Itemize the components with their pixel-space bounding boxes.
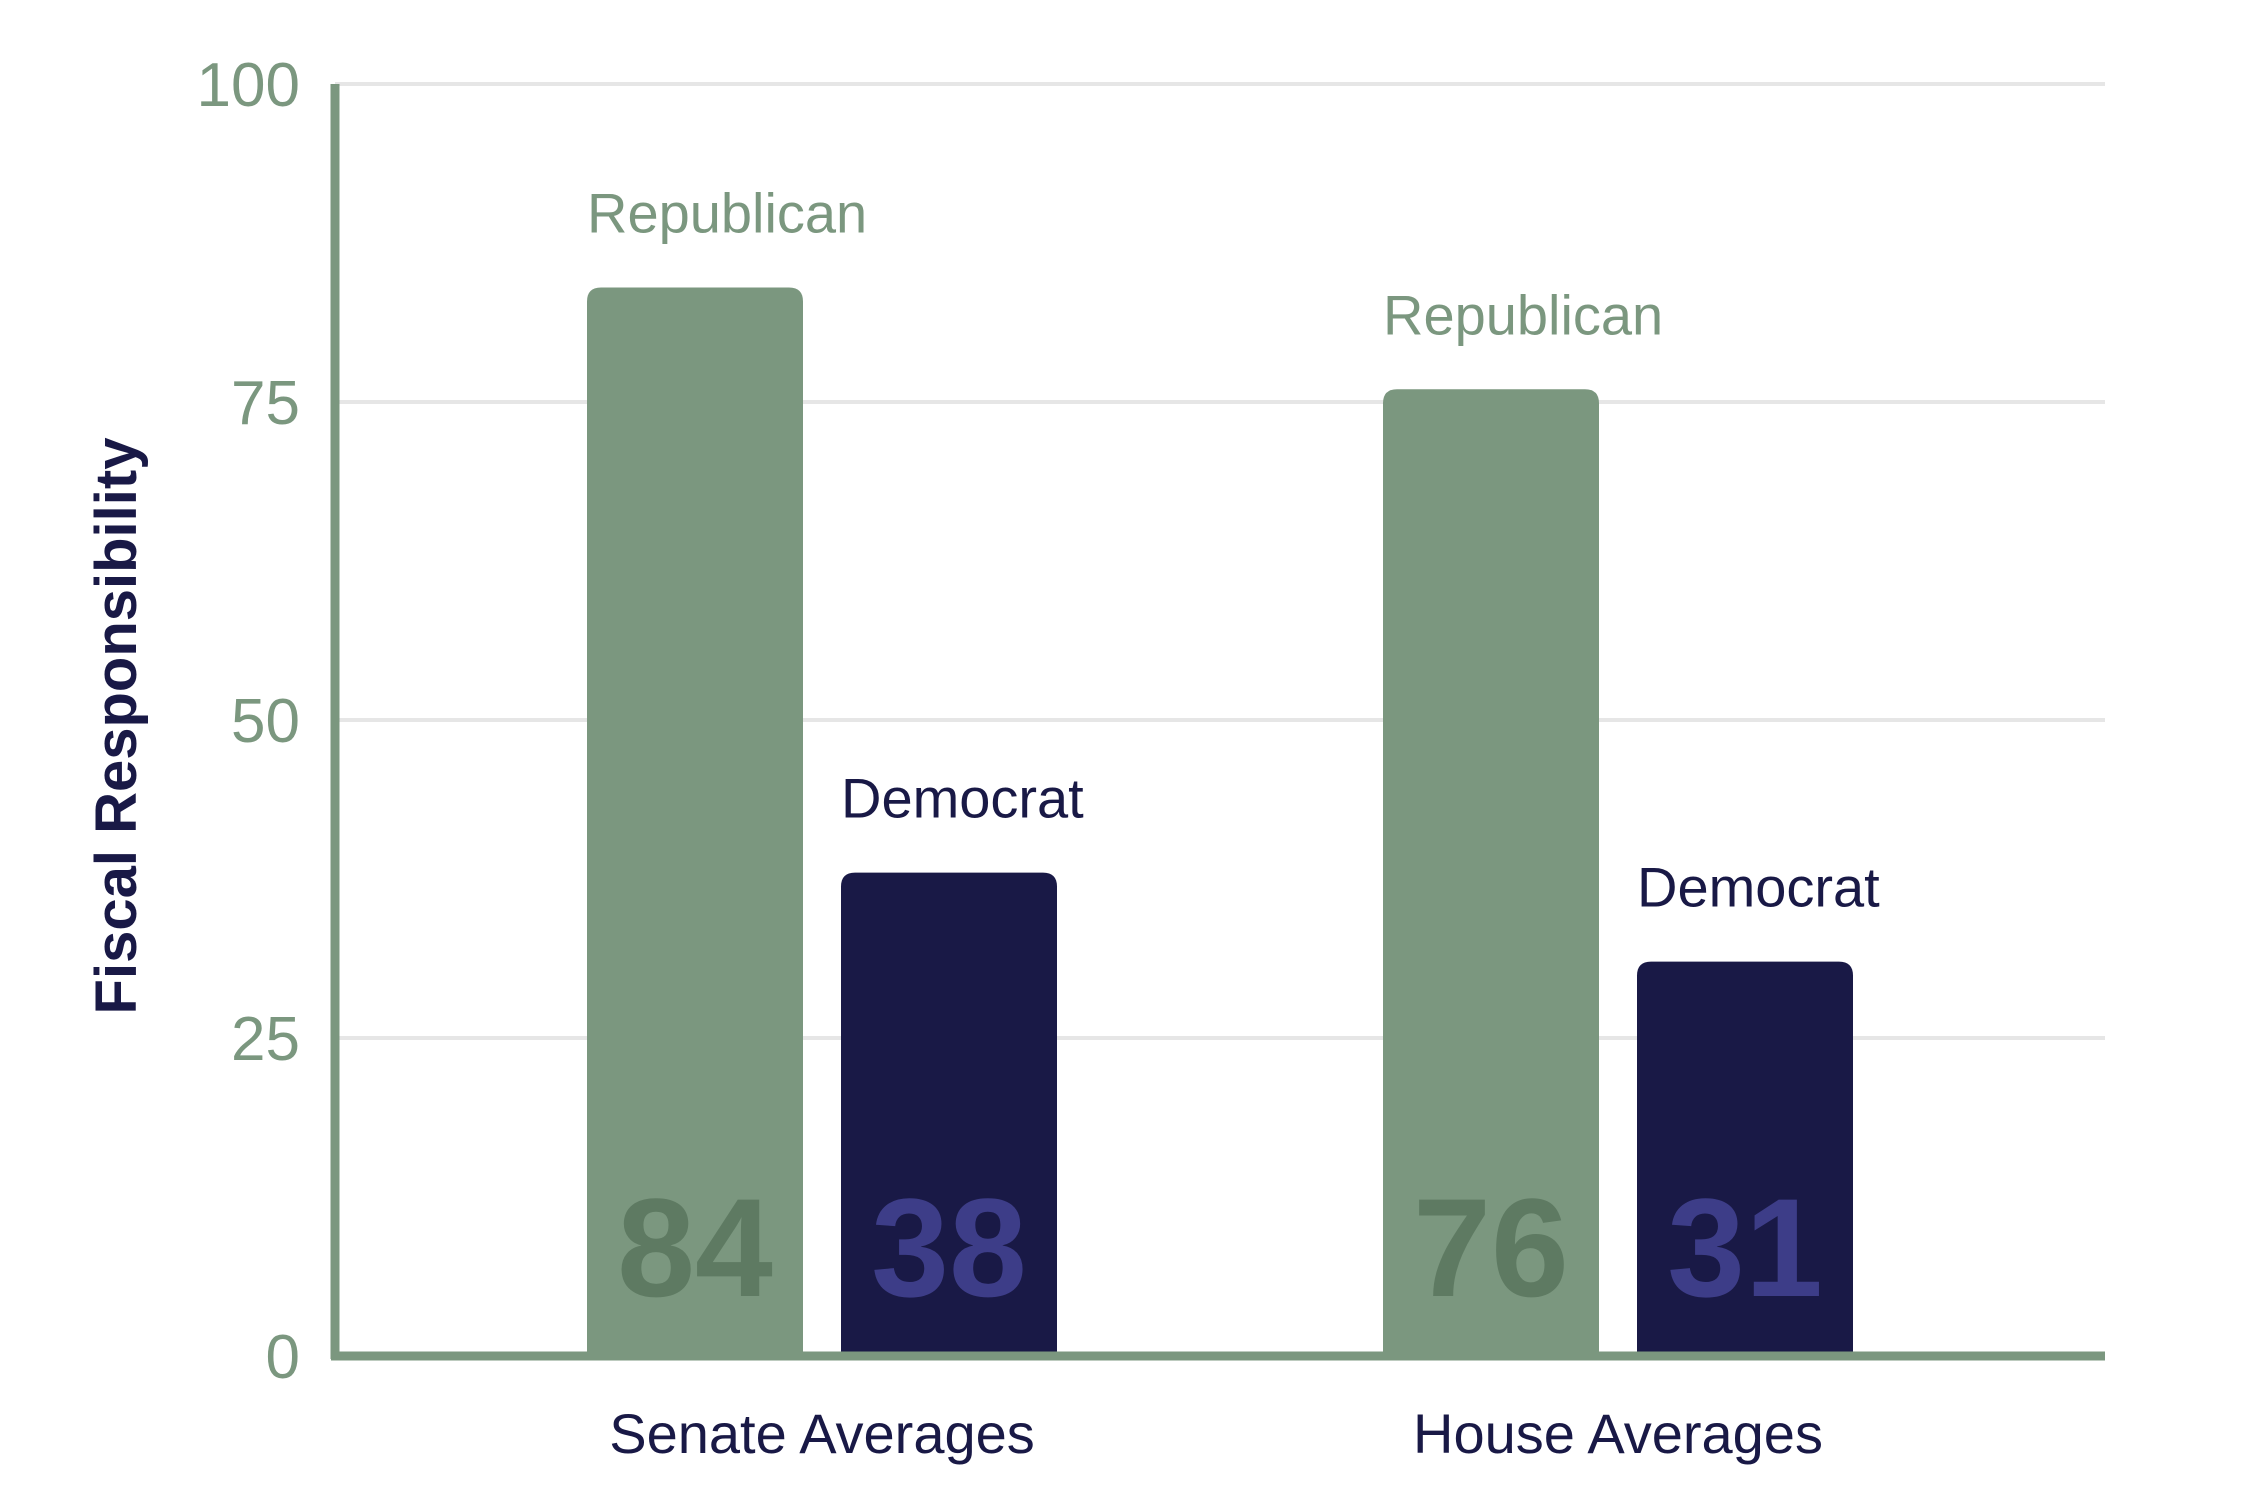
category-labels: Senate Averages House Averages: [609, 1402, 1823, 1465]
series-label-democrat-0: Democrat: [841, 767, 1084, 830]
bar-democrat-1: [1637, 961, 1853, 1356]
y-tick-label-50: 50: [231, 687, 300, 756]
series-label-democrat-1: Democrat: [1637, 856, 1880, 919]
bar-republican-0: [587, 287, 803, 1356]
y-tick-label-75: 75: [231, 369, 300, 438]
x-category-label-1: House Averages: [1413, 1402, 1823, 1465]
value-label-democrat-0: 38: [871, 1169, 1027, 1326]
series-label-republican-1: Republican: [1383, 283, 1663, 346]
value-label-democrat-1: 31: [1667, 1169, 1823, 1326]
x-category-label-0: Senate Averages: [609, 1402, 1035, 1465]
y-axis-ticks: 0 25 50 75 100: [197, 51, 300, 1392]
value-label-republican-1: 76: [1413, 1169, 1569, 1326]
bar-democrat-0: [841, 872, 1057, 1356]
y-axis-title: Fiscal Responsibility: [84, 438, 149, 1015]
y-tick-label-0: 0: [266, 1323, 300, 1392]
bar-republican-1: [1383, 389, 1599, 1356]
value-label-republican-0: 84: [617, 1169, 773, 1326]
y-tick-label-100: 100: [197, 51, 300, 120]
bars: Republican 84 Democrat 38 Republican 76 Democr…: [587, 182, 1880, 1356]
series-label-republican-0: Republican: [587, 182, 867, 245]
axes: [330, 84, 2105, 1361]
y-tick-label-25: 25: [231, 1005, 300, 1074]
